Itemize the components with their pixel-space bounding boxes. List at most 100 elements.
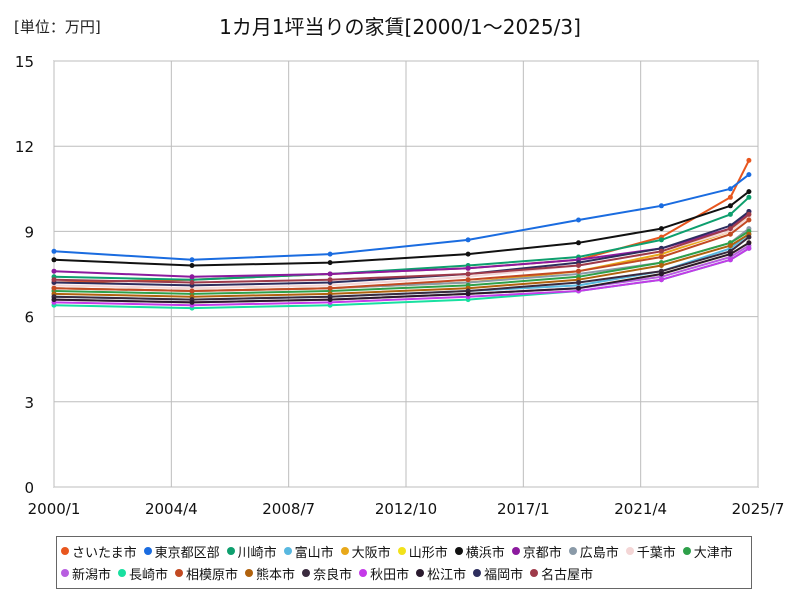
data-point <box>51 285 57 291</box>
series-line <box>53 236 750 301</box>
legend-label: 新潟市 <box>72 567 112 583</box>
data-point <box>746 194 752 200</box>
legend-label: 大津市 <box>693 545 733 561</box>
legend-marker <box>682 547 691 555</box>
data-point <box>727 203 733 209</box>
data-point <box>727 257 733 263</box>
legend-marker <box>245 569 254 577</box>
series-14 <box>51 217 752 294</box>
legend-label: 秋田市 <box>370 567 410 583</box>
data-point <box>327 260 333 266</box>
legend-label: 横浜市 <box>465 545 505 561</box>
legend-label: 山形市 <box>408 545 448 561</box>
legend-marker <box>568 547 577 555</box>
x-tick-label: 2012/10 <box>375 500 437 518</box>
legend-marker <box>397 547 406 555</box>
data-point <box>658 203 664 209</box>
series-line <box>53 233 750 298</box>
data-point <box>746 240 752 246</box>
legend-item: 横浜市 <box>454 540 505 562</box>
data-point <box>576 263 581 268</box>
data-point <box>746 157 752 163</box>
legend-item: 熊本市 <box>245 562 295 584</box>
data-point <box>727 251 733 257</box>
data-point <box>658 237 664 243</box>
legend-label: 広島市 <box>579 545 619 561</box>
data-point <box>576 280 581 285</box>
legend-marker <box>175 569 184 577</box>
data-point <box>465 277 471 283</box>
series-line <box>53 190 750 267</box>
legend-label: 名古屋市 <box>541 567 594 583</box>
data-point <box>658 254 664 260</box>
data-point <box>465 271 471 277</box>
data-point <box>465 291 471 297</box>
legend-item: 東京都区部 <box>143 540 220 562</box>
legend-label: 京都市 <box>522 545 562 561</box>
y-tick-label: 3 <box>24 394 34 412</box>
series-line <box>53 173 750 261</box>
legend-label: 松江市 <box>427 567 467 583</box>
legend-marker <box>530 569 539 577</box>
y-tick-label: 0 <box>24 479 34 497</box>
x-tick-label: 2021/4 <box>614 500 667 518</box>
unit-label: [単位：万円] <box>14 18 101 36</box>
data-point <box>576 217 581 223</box>
legend-item: 広島市 <box>568 540 619 562</box>
legend-item: 名古屋市 <box>530 562 593 584</box>
legend-item: 山形市 <box>397 540 448 562</box>
data-point <box>189 299 195 305</box>
legend-item: 相模原市 <box>175 562 238 584</box>
x-tick-label: 2017/1 <box>497 500 550 518</box>
legend-label: 富山市 <box>294 545 334 561</box>
legend-marker <box>302 569 311 577</box>
data-point <box>746 211 752 217</box>
data-point <box>189 257 195 263</box>
legend: さいたま市 東京都区部 川崎市 富山市 大阪市 山形市 横浜市 京都市 広島市 千葉市 大津市 新潟市… <box>56 536 752 589</box>
data-point <box>658 263 664 268</box>
legend-marker <box>143 547 152 555</box>
legend-item: 奈良市 <box>302 562 352 584</box>
series-line <box>53 210 750 287</box>
legend-label: 東京都区部 <box>154 545 220 561</box>
data-point <box>746 234 752 240</box>
data-point <box>746 172 752 178</box>
legend-label: 相模原市 <box>186 567 239 583</box>
series-layer <box>51 157 752 311</box>
legend-item: 京都市 <box>511 540 562 562</box>
data-point <box>51 248 57 254</box>
legend-marker <box>625 547 634 555</box>
data-point <box>727 186 733 192</box>
legend-marker <box>61 547 69 555</box>
legend-label: 千葉市 <box>636 545 676 561</box>
legend-marker <box>118 569 127 577</box>
axis-ticks: 0 3 6 9 12 15 2000/1 2004/4 2008/7 2012/10 2017/1 2… <box>15 53 784 518</box>
data-point <box>658 277 664 283</box>
data-point <box>658 248 664 254</box>
series-20 <box>51 211 752 285</box>
x-tick-label: 2000/1 <box>28 500 81 518</box>
legend-label: 大阪市 <box>351 545 391 561</box>
legend-item: 秋田市 <box>359 562 409 584</box>
series-line <box>53 247 750 307</box>
legend-label: 長崎市 <box>129 567 169 583</box>
legend-label: さいたま市 <box>72 545 137 561</box>
data-point <box>465 251 471 257</box>
legend-label: 奈良市 <box>313 567 353 583</box>
legend-item: 大津市 <box>682 540 733 562</box>
legend-item: 大阪市 <box>340 540 391 562</box>
legend-item: 松江市 <box>416 562 466 584</box>
x-tick-label: 2004/4 <box>145 500 198 518</box>
series-line <box>53 219 750 292</box>
data-point <box>727 243 733 249</box>
data-point <box>465 265 471 271</box>
legend-marker <box>226 547 235 555</box>
legend-item: 新潟市 <box>61 562 111 584</box>
x-tick-label: 2008/7 <box>262 500 315 518</box>
data-point <box>465 237 471 243</box>
y-tick-label: 6 <box>24 309 34 327</box>
data-point <box>189 274 195 280</box>
data-point <box>727 231 733 237</box>
data-point <box>327 297 333 303</box>
data-point <box>189 280 195 285</box>
